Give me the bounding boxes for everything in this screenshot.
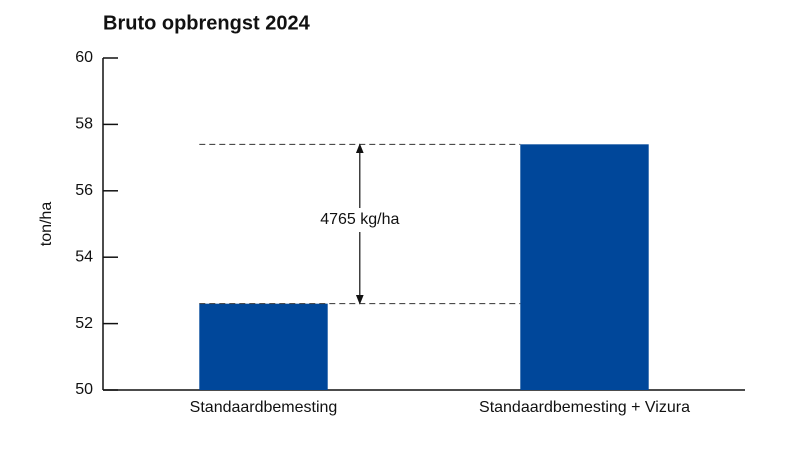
chart-title: Bruto opbrengst 2024 <box>103 12 311 34</box>
x-tick-label: Standaardbemesting + Vizura <box>479 399 690 416</box>
annotation: 4765 kg/ha <box>320 211 399 228</box>
y-tick-label: 58 <box>75 116 93 133</box>
y-tick-label: 54 <box>75 248 93 265</box>
annotation-background <box>307 208 412 232</box>
bar <box>199 303 328 390</box>
bar <box>520 144 649 390</box>
x-tick-label: Standaardbemesting <box>190 399 338 416</box>
y-axis-label: ton/ha <box>38 202 55 247</box>
y-tick-label: 52 <box>75 315 93 332</box>
y-tick-label: 50 <box>75 381 93 398</box>
y-tick-label: 60 <box>75 49 93 66</box>
y-tick-label: 56 <box>75 182 93 199</box>
